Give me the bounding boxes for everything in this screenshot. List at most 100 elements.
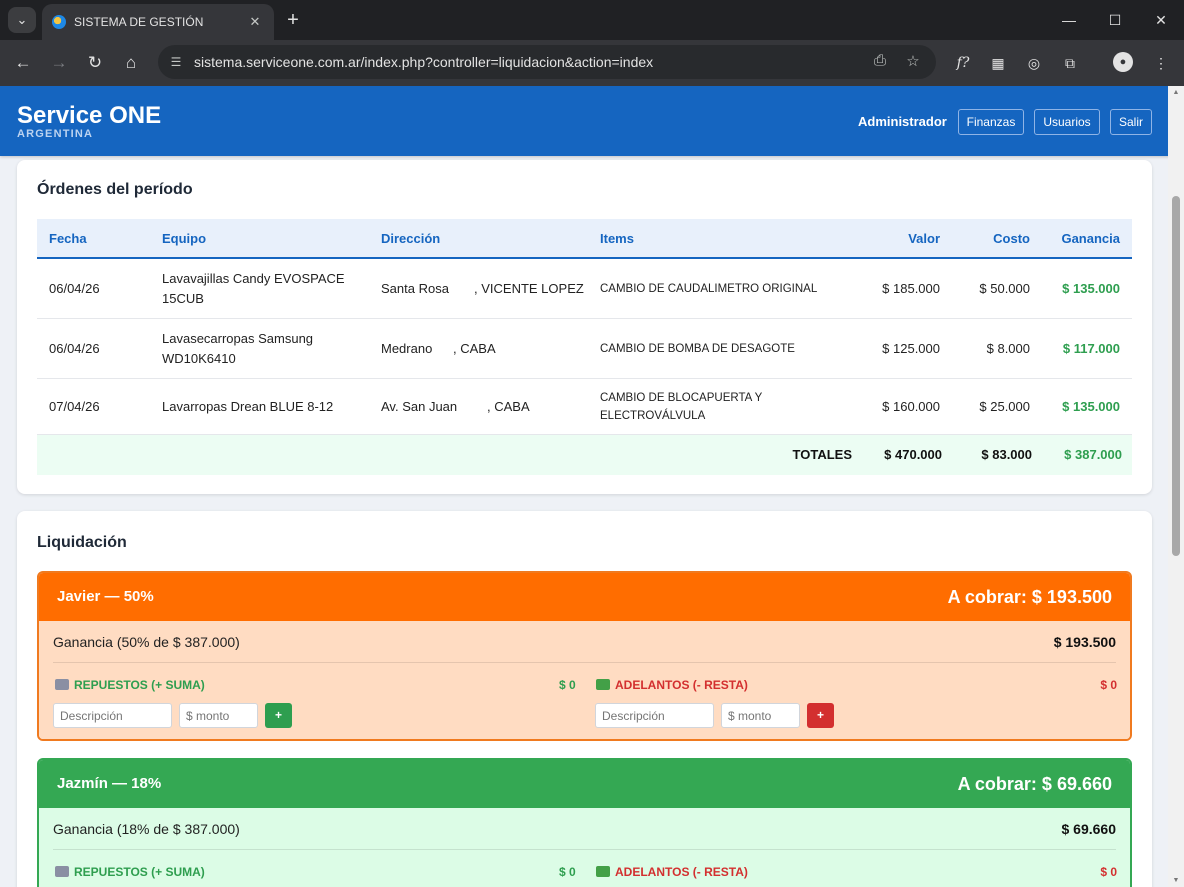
cell-dir-city: , CABA — [453, 341, 496, 356]
extension-sync-icon[interactable]: ◎ — [1027, 55, 1041, 71]
col-direccion: Dirección — [381, 231, 441, 246]
cell-items: CAMBIO DE BLOCAPUERTA Y ELECTROVÁLVULA — [600, 392, 763, 422]
brand-subtitle: ARGENTINA — [17, 128, 94, 140]
tab-close-icon[interactable]: ✕ — [249, 14, 261, 29]
table-row[interactable]: 06/04/26 Lavasecarropas Samsung WD10K641… — [37, 319, 1132, 379]
cell-dir-city: , CABA — [487, 399, 530, 414]
money-icon — [596, 679, 610, 690]
url-text[interactable]: sistema.serviceone.com.ar/index.php?cont… — [194, 54, 654, 70]
party-name: Javier — 50% — [57, 588, 154, 605]
window-maximize-button[interactable]: ☐ — [1108, 11, 1122, 28]
address-bar[interactable]: ☰ sistema.serviceone.com.ar/index.php?co… — [158, 45, 936, 79]
orders-table: Fecha Equipo Dirección Items Valor Costo… — [37, 219, 1132, 475]
extension-formula-icon[interactable]: f? — [956, 55, 970, 71]
wrench-icon — [55, 866, 69, 877]
window-minimize-button[interactable]: — — [1062, 12, 1076, 28]
adelantos-description-input[interactable] — [595, 703, 714, 728]
bookmark-star-icon[interactable]: ☆ — [906, 53, 920, 70]
profile-avatar-icon[interactable]: ● — [1113, 52, 1133, 72]
totals-costo: $ 83.000 — [981, 447, 1032, 462]
browser-toolbar: ← → ↻ ⌂ ☰ sistema.serviceone.com.ar/inde… — [0, 40, 1184, 86]
repuestos-value: $ 0 — [559, 865, 576, 879]
party-header: Jazmín — 18% A cobrar: $ 69.660 — [39, 760, 1130, 808]
repuestos-header: REPUESTOS (+ SUMA) — [55, 678, 205, 692]
cell-equipo: Lavavajillas Candy EVOSPACE 15CUB — [162, 271, 345, 306]
browser-menu-kebab-icon[interactable]: ⋮ — [1154, 55, 1168, 71]
adelantos-amount-input[interactable] — [721, 703, 800, 728]
cell-equipo: Lavarropas Drean BLUE 8-12 — [162, 399, 334, 414]
party-card-javier: Javier — 50% A cobrar: $ 193.500 Gananci… — [37, 571, 1132, 741]
usuarios-button[interactable]: Usuarios — [1034, 109, 1100, 135]
forward-arrow-icon[interactable]: → — [50, 53, 68, 72]
cell-valor: $ 185.000 — [882, 281, 940, 296]
col-items: Items — [600, 231, 634, 246]
repuestos-header: REPUESTOS (+ SUMA) — [55, 865, 205, 879]
adelantos-value: $ 0 — [1100, 678, 1117, 692]
cell-dir-street: Av. San Juan — [381, 399, 458, 414]
scroll-down-arrow-icon[interactable]: ▼ — [1172, 877, 1180, 884]
add-adelanto-button[interactable]: + — [807, 703, 834, 728]
new-tab-plus-icon[interactable]: + — [287, 9, 299, 31]
back-arrow-icon[interactable]: ← — [14, 53, 32, 72]
adelantos-value: $ 0 — [1100, 865, 1117, 879]
party-body: Ganancia (50% de $ 387.000) $ 193.500 RE… — [39, 621, 1130, 739]
col-costo: Costo — [993, 231, 1030, 246]
gain-value: $ 193.500 — [1053, 634, 1116, 650]
repuestos-amount-input[interactable] — [179, 703, 258, 728]
cell-valor: $ 125.000 — [882, 341, 940, 356]
browser-tabstrip: ⌄ SISTEMA DE GESTIÓN ✕ + — ☐ ✕ — [0, 0, 1184, 40]
page-scrollbar[interactable]: ▲ ▼ — [1168, 86, 1184, 887]
site-favicon-icon — [52, 15, 66, 29]
col-valor: Valor — [908, 231, 940, 246]
liquidacion-title: Liquidación — [37, 534, 127, 551]
cell-fecha: 07/04/26 — [49, 399, 100, 414]
tab-search-chevron-icon[interactable]: ⌄ — [8, 7, 36, 33]
adelantos-header: ADELANTOS (- RESTA) — [596, 865, 748, 879]
tab-title: SISTEMA DE GESTIÓN — [74, 15, 204, 29]
totals-label: TOTALES — [792, 447, 852, 462]
money-icon — [596, 866, 610, 877]
adelantos-label: ADELANTOS (- RESTA) — [615, 865, 748, 879]
repuestos-value: $ 0 — [559, 678, 576, 692]
col-equipo: Equipo — [162, 231, 207, 246]
site-info-tune-icon[interactable]: ☰ — [170, 55, 182, 69]
window-close-button[interactable]: ✕ — [1155, 11, 1167, 28]
brand-title[interactable]: Service ONE — [17, 102, 162, 129]
cell-valor: $ 160.000 — [882, 399, 940, 414]
party-header: Javier — 50% A cobrar: $ 193.500 — [39, 573, 1130, 621]
totals-valor: $ 470.000 — [884, 447, 942, 462]
orders-table-header: Fecha Equipo Dirección Items Valor Costo… — [37, 219, 1132, 259]
extension-palette-icon[interactable]: ▦ — [991, 55, 1005, 71]
totals-ganancia: $ 387.000 — [1064, 447, 1122, 462]
repuestos-description-input[interactable] — [53, 703, 172, 728]
gain-value: $ 69.660 — [1061, 821, 1117, 837]
adelantos-label: ADELANTOS (- RESTA) — [615, 678, 748, 692]
orders-totals-row: TOTALES $ 470.000 $ 83.000 $ 387.000 — [37, 435, 1132, 475]
table-row[interactable]: 06/04/26 Lavavajillas Candy EVOSPACE 15C… — [37, 259, 1132, 319]
party-total: A cobrar: $ 69.660 — [957, 774, 1112, 794]
salir-button[interactable]: Salir — [1110, 109, 1152, 135]
table-row[interactable]: 07/04/26 Lavarropas Drean BLUE 8-12 Av. … — [37, 379, 1132, 435]
orders-title: Órdenes del período — [37, 181, 193, 198]
cell-dir-street: Santa Rosa — [381, 281, 449, 296]
scrollbar-thumb[interactable] — [1172, 196, 1180, 556]
add-repuesto-button[interactable]: + — [265, 703, 292, 728]
liquidacion-card: Liquidación Javier — 50% A cobrar: $ 193… — [17, 511, 1152, 887]
cell-dir-city: , VICENTE LOPEZ — [474, 281, 584, 296]
gain-label: Ganancia (50% de $ 387.000) — [53, 634, 240, 650]
gain-row: Ganancia (50% de $ 387.000) $ 193.500 — [53, 621, 1116, 663]
scroll-up-arrow-icon[interactable]: ▲ — [1172, 89, 1180, 96]
finanzas-button[interactable]: Finanzas — [958, 109, 1024, 135]
party-card-jazmin: Jazmín — 18% A cobrar: $ 69.660 Ganancia… — [37, 758, 1132, 887]
browser-tab[interactable]: SISTEMA DE GESTIÓN ✕ — [42, 4, 274, 40]
user-role-label: Administrador — [858, 114, 947, 129]
cell-ganancia: $ 135.000 — [1062, 399, 1120, 414]
reload-icon[interactable]: ↻ — [87, 53, 103, 72]
home-icon[interactable]: ⌂ — [125, 53, 137, 72]
cell-ganancia: $ 117.000 — [1062, 341, 1120, 356]
app-header: Service ONE ARGENTINA Administrador Fina… — [0, 86, 1184, 156]
gain-row: Ganancia (18% de $ 387.000) $ 69.660 — [53, 808, 1116, 850]
extensions-puzzle-icon[interactable]: ⧉ — [1065, 55, 1075, 71]
col-fecha: Fecha — [49, 231, 87, 246]
install-app-icon[interactable]: ⎙ — [873, 52, 886, 69]
